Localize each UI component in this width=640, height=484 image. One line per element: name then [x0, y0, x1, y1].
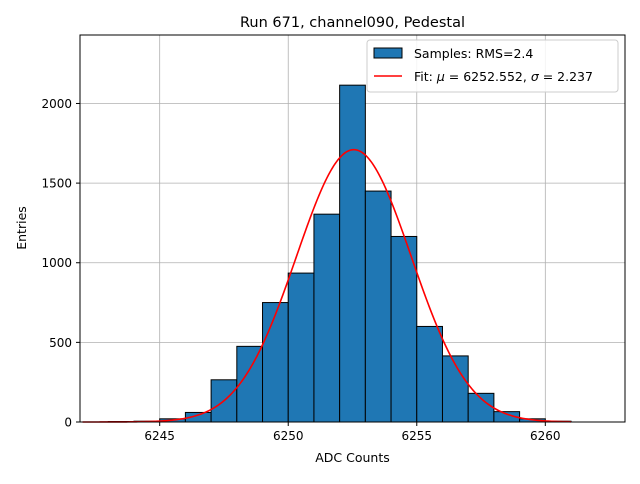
legend-fit-mu-value: = 6252.552,: [445, 69, 531, 84]
chart-title: Run 671, channel090, Pedestal: [240, 15, 465, 31]
legend-samples-label: Samples: RMS=2.4: [414, 46, 533, 61]
histogram-bar: [237, 346, 263, 422]
legend-fit-label: Fit: μ = 6252.552, σ = 2.237: [414, 69, 593, 84]
y-tick-label: 1000: [41, 256, 72, 270]
y-axis-label: Entries: [14, 206, 29, 250]
histogram-bar: [263, 303, 289, 422]
x-tick-label: 6245: [144, 429, 175, 443]
x-axis-label: ADC Counts: [315, 450, 390, 465]
histogram-bar: [391, 236, 417, 422]
y-tick-label: 500: [49, 336, 72, 350]
histogram-bars: [108, 85, 571, 422]
legend: Samples: RMS=2.4 Fit: μ = 6252.552, σ = …: [367, 40, 618, 92]
histogram-bar: [365, 191, 391, 422]
histogram-bar: [417, 326, 443, 422]
histogram-bar: [288, 273, 314, 422]
histogram-bar: [340, 85, 366, 422]
legend-fit-sigma-value: = 2.237: [539, 69, 593, 84]
x-tick-label: 6255: [401, 429, 432, 443]
x-tick-label: 6260: [530, 429, 561, 443]
y-tick-label: 0: [64, 416, 72, 430]
legend-samples-swatch: [374, 48, 402, 58]
histogram-bar: [314, 214, 340, 422]
y-tick-label: 2000: [41, 97, 72, 111]
y-tick-label: 1500: [41, 177, 72, 191]
legend-fit-mu-symbol: μ: [436, 69, 445, 84]
x-tick-label: 6250: [273, 429, 304, 443]
legend-fit-prefix: Fit:: [414, 69, 437, 84]
